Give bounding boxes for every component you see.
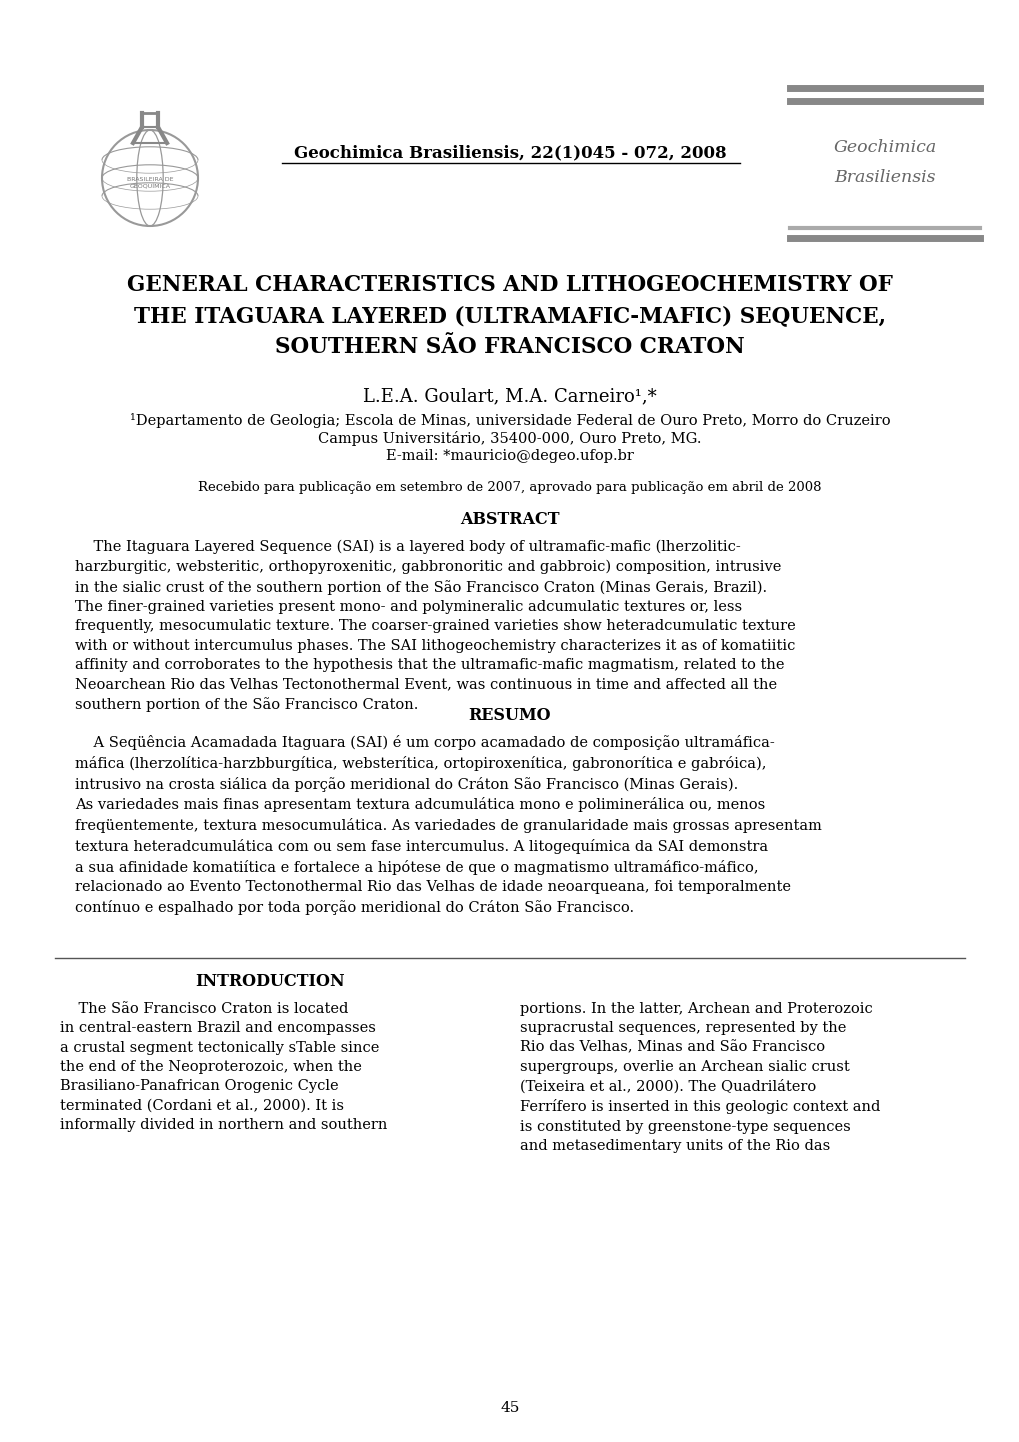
- Text: A Seqüência Acamadada Itaguara (SAI) é um corpo acamadado de composição ultramáf: A Seqüência Acamadada Itaguara (SAI) é u…: [75, 735, 821, 914]
- Text: The Itaguara Layered Sequence (SAI) is a layered body of ultramafic-mafic (lherz: The Itaguara Layered Sequence (SAI) is a…: [75, 539, 795, 712]
- Text: 45: 45: [500, 1402, 519, 1415]
- Text: RESUMO: RESUMO: [468, 707, 551, 724]
- Text: ABSTRACT: ABSTRACT: [460, 512, 559, 529]
- Text: ¹Departamento de Geologia; Escola de Minas, universidade Federal de Ouro Preto, : ¹Departamento de Geologia; Escola de Min…: [129, 412, 890, 427]
- Text: Geochimica Brasiliensis, 22(1)045 - 072, 2008: Geochimica Brasiliensis, 22(1)045 - 072,…: [293, 144, 726, 162]
- Text: Campus Universitário, 35400-000, Ouro Preto, MG.: Campus Universitário, 35400-000, Ouro Pr…: [318, 431, 701, 446]
- Text: The São Francisco Craton is located
in central-eastern Brazil and encompasses
a : The São Francisco Craton is located in c…: [60, 1002, 387, 1132]
- Text: Recebido para publicação em setembro de 2007, aprovado para publicação em abril : Recebido para publicação em setembro de …: [198, 482, 821, 495]
- Text: Geochimica: Geochimica: [833, 140, 935, 157]
- Text: Brasiliensis: Brasiliensis: [834, 169, 934, 186]
- Text: SOUTHERN SÃO FRANCISCO CRATON: SOUTHERN SÃO FRANCISCO CRATON: [275, 336, 744, 358]
- Text: portions. In the latter, Archean and Proterozoic
supracrustal sequences, represe: portions. In the latter, Archean and Pro…: [520, 1002, 879, 1154]
- Text: L.E.A. Goulart, M.A. Carneiro¹,*: L.E.A. Goulart, M.A. Carneiro¹,*: [363, 386, 656, 405]
- Text: INTRODUCTION: INTRODUCTION: [195, 973, 344, 991]
- Text: THE ITAGUARA LAYERED (ULTRAMAFIC-MAFIC) SEQUENCE,: THE ITAGUARA LAYERED (ULTRAMAFIC-MAFIC) …: [133, 306, 886, 327]
- Text: GENERAL CHARACTERISTICS AND LITHOGEOCHEMISTRY OF: GENERAL CHARACTERISTICS AND LITHOGEOCHEM…: [127, 274, 892, 296]
- Text: BRASILEIRA DE
GEOQUÍMICA: BRASILEIRA DE GEOQUÍMICA: [126, 177, 173, 189]
- Text: E-mail: *mauricio@degeo.ufop.br: E-mail: *mauricio@degeo.ufop.br: [385, 448, 634, 463]
